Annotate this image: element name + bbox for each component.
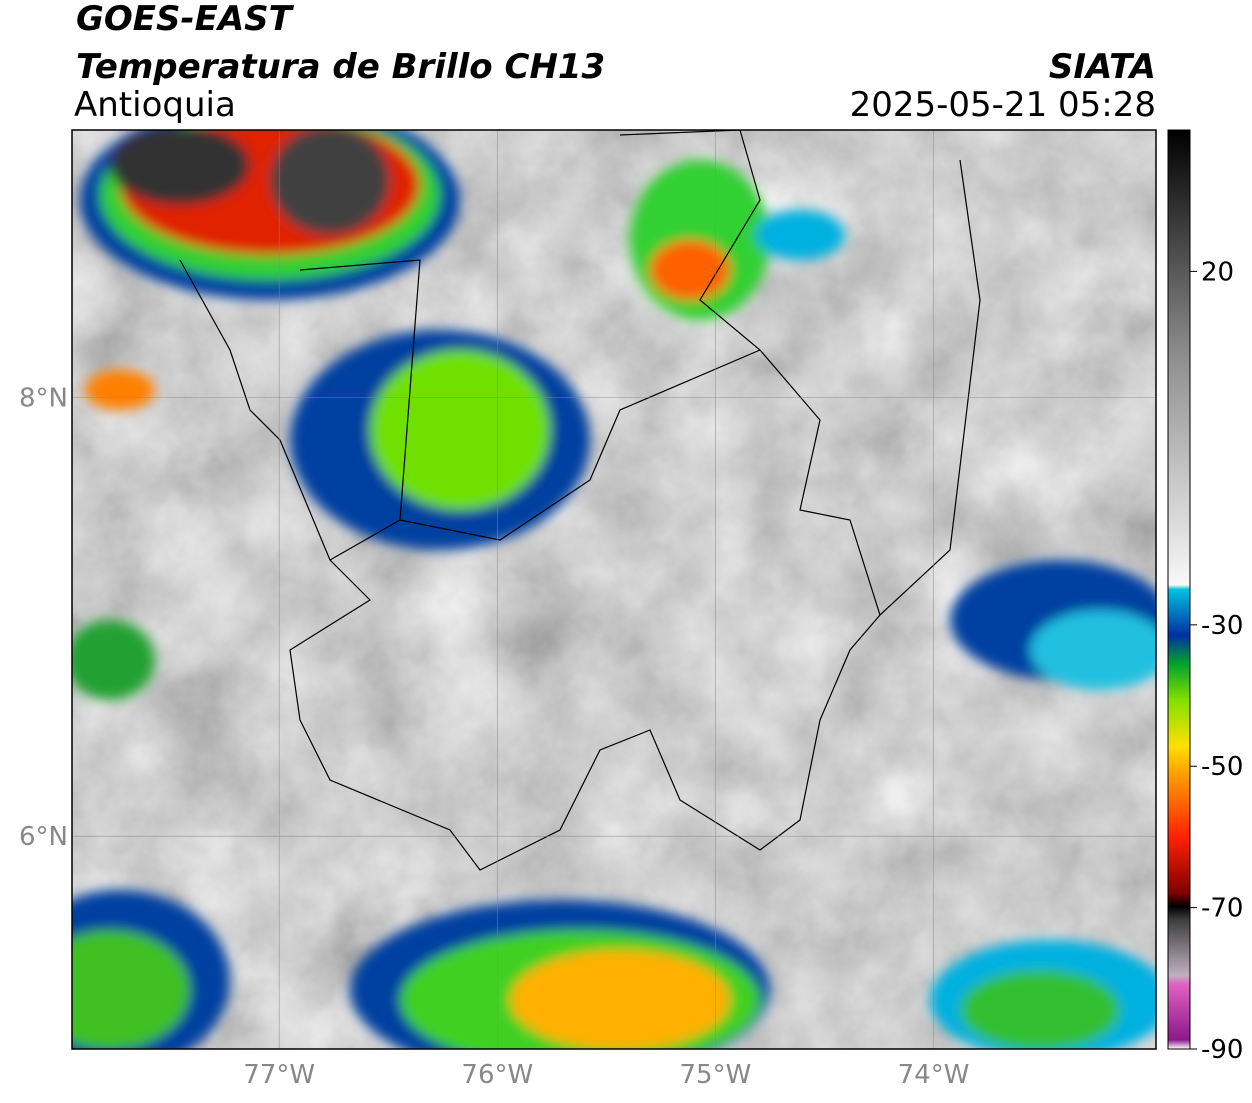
colorbar-tick-label: -50	[1201, 752, 1243, 782]
colorbar-tick-label: -30	[1201, 611, 1243, 641]
graticule: 77°W 76°W 75°W 74°W 8°N 6°N	[19, 130, 1156, 1090]
datetime: 2025-05-21 05:28	[850, 85, 1156, 125]
colorbar-tick-label: -70	[1201, 894, 1243, 924]
map-frame	[71, 129, 1157, 1050]
convective-cells	[72, 130, 1156, 1049]
lat-tick-label: 8°N	[19, 384, 68, 414]
lon-tick-label: 76°W	[461, 1060, 533, 1090]
lat-tick-label: 6°N	[19, 822, 68, 852]
colorbar-tick-label: 20	[1201, 257, 1234, 287]
satellite: GOES-EAST	[76, 0, 295, 39]
colorbar	[1167, 129, 1191, 1050]
lon-tick-label: 75°W	[680, 1060, 752, 1090]
boundaries	[179, 130, 981, 871]
colorbar-ticks: 20 -30 -50 -70 -90	[1190, 257, 1243, 1065]
product: Temperatura de Brillo CH13	[76, 47, 605, 87]
lon-tick-label: 74°W	[898, 1060, 970, 1090]
lon-tick-label: 77°W	[243, 1060, 315, 1090]
region: Antioquia	[74, 85, 236, 125]
colorbar-tick-label: -90	[1201, 1035, 1243, 1065]
agency: SIATA	[1049, 47, 1156, 87]
satellite-image	[72, 130, 1156, 1049]
